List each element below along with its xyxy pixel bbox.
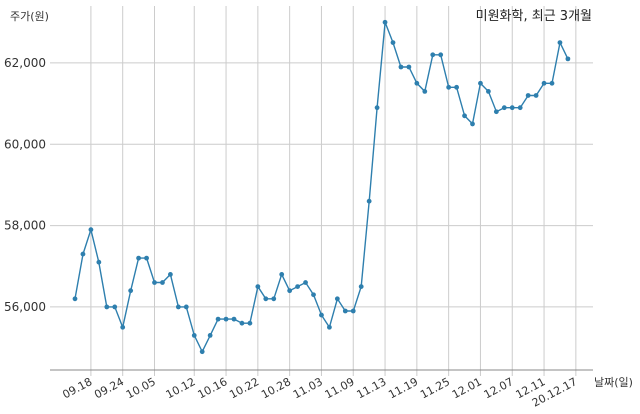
data-point [557, 40, 563, 45]
x-tick-label: 09.18 [60, 375, 94, 401]
data-point [470, 121, 475, 127]
data-point [311, 292, 316, 298]
data-point [454, 84, 459, 90]
x-axis-label: 날짜(일) [594, 375, 633, 389]
data-point [271, 296, 277, 302]
data-point [199, 349, 205, 355]
data-point [533, 93, 539, 98]
x-tick-label: 11.25 [418, 375, 452, 401]
data-point [231, 316, 237, 322]
data-point [422, 89, 428, 94]
y-axis-label: 주가(원) [10, 10, 49, 23]
x-tick-label: 11.09 [323, 375, 357, 401]
data-point [295, 284, 300, 289]
data-point [207, 333, 213, 338]
data-point [398, 64, 404, 70]
data-point [414, 80, 420, 86]
data-point [72, 296, 78, 302]
data-point [446, 84, 452, 90]
data-point [334, 296, 340, 302]
x-tick-label: 11.03 [291, 375, 325, 401]
data-point [438, 52, 444, 58]
data-point [509, 105, 515, 111]
x-tick-label: 11.13 [355, 375, 389, 401]
data-point [287, 288, 293, 294]
data-point [303, 280, 308, 285]
data-point [175, 304, 181, 310]
data-point [517, 105, 523, 111]
x-tick-label: 12.07 [482, 375, 516, 401]
price-series-points [72, 19, 571, 355]
data-point [136, 255, 142, 261]
data-point [406, 64, 412, 70]
data-point [493, 109, 499, 115]
data-point [239, 320, 245, 326]
data-point [350, 308, 356, 314]
x-tick-label: 12.01 [450, 375, 484, 401]
y-tick-label: 56,000 [4, 300, 46, 314]
y-tick-label: 58,000 [4, 219, 46, 233]
y-tick-labels: 56,000 58,000 60,000 62,000 [4, 56, 46, 314]
data-point [541, 80, 547, 86]
data-point [96, 259, 102, 265]
data-point [80, 251, 86, 257]
data-point [263, 296, 269, 302]
x-tick-label: 10.28 [259, 375, 293, 401]
y-tick-label: 62,000 [4, 56, 46, 70]
x-tick-label: 10.12 [164, 375, 198, 401]
data-point [144, 255, 149, 261]
data-point [255, 284, 261, 289]
grid-lines [50, 6, 593, 376]
x-tick-label: 10.22 [227, 375, 261, 401]
data-point [223, 316, 229, 322]
data-point [112, 304, 118, 310]
x-tick-label: 10.05 [124, 375, 158, 401]
data-point [366, 198, 372, 204]
data-point [183, 304, 189, 310]
data-point [120, 324, 126, 330]
data-point [168, 272, 173, 277]
data-point [319, 312, 324, 318]
data-point [525, 93, 531, 98]
data-point [215, 316, 221, 322]
data-point [462, 113, 467, 119]
data-point [128, 288, 134, 294]
data-point [279, 272, 285, 277]
data-point [382, 19, 388, 25]
y-tick-label: 60,000 [4, 137, 46, 151]
data-point [327, 324, 332, 330]
data-point [191, 333, 197, 338]
data-point [501, 105, 507, 111]
data-point [247, 320, 253, 326]
data-point [104, 304, 110, 310]
data-point [549, 80, 555, 86]
data-point [88, 227, 94, 233]
data-point [374, 105, 380, 111]
chart-title: 미원화학, 최근 3개월 [476, 9, 592, 24]
x-tick-label: 09.24 [92, 375, 126, 401]
data-point [358, 284, 364, 289]
data-point [430, 52, 436, 58]
data-point [565, 56, 571, 62]
x-tick-label: 11.19 [386, 375, 420, 401]
data-point [390, 40, 396, 45]
data-point [478, 80, 483, 86]
x-tick-label: 10.16 [196, 375, 230, 401]
data-point [342, 308, 348, 314]
data-point [486, 89, 491, 94]
data-point [152, 280, 157, 285]
data-point [160, 280, 165, 285]
